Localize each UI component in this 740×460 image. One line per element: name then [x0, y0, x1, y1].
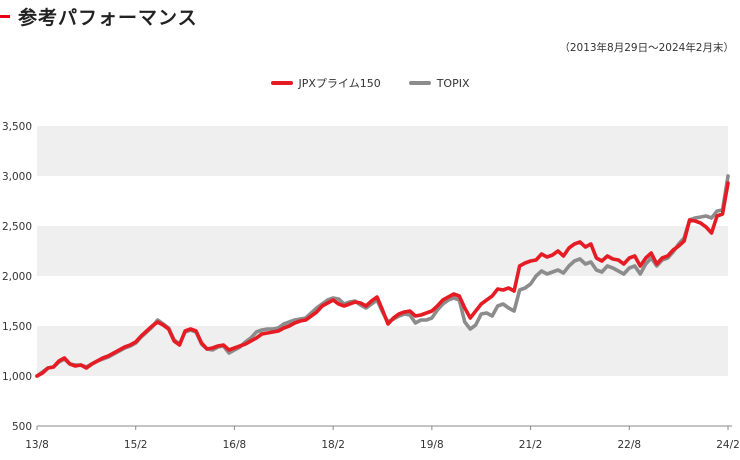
legend-label-topix: TOPIX	[436, 76, 470, 90]
y-tick-label: 1,500	[2, 321, 32, 333]
x-tick-label: 15/2	[124, 439, 148, 451]
y-tick-label: 2,500	[2, 221, 32, 233]
y-tick-label: 1,000	[2, 371, 32, 383]
x-tick-label: 16/8	[223, 439, 247, 451]
x-tick-label: 24/2	[716, 439, 740, 451]
grid-band	[37, 226, 728, 276]
y-tick-label: 3,000	[2, 171, 32, 183]
y-tick-label: 2,000	[2, 271, 32, 283]
grid-band	[37, 126, 728, 176]
legend-swatch-jpx	[270, 81, 293, 85]
grid-band	[37, 326, 728, 376]
y-tick-label: 500	[12, 421, 32, 433]
y-tick-label: 3,500	[2, 121, 32, 133]
x-tick-label: 13/8	[25, 439, 49, 451]
x-tick-label: 18/2	[321, 439, 345, 451]
period-note: （2013年8月29日～2024年2月末）	[559, 42, 734, 54]
legend-item-topix: TOPIX	[408, 76, 470, 90]
legend-swatch-topix	[408, 81, 431, 85]
page-title: 参考パフォーマンス	[18, 6, 198, 29]
chart-legend: JPXプライム150 TOPIX	[0, 73, 740, 93]
series-line-jpx-prime150	[35, 181, 730, 378]
x-tick-label: 22/8	[617, 439, 641, 451]
legend-label-jpx: JPXプライム150	[298, 77, 381, 90]
x-tick-label: 19/8	[420, 439, 444, 451]
title-row: 参考パフォーマンス	[0, 2, 198, 30]
legend-item-jpx: JPXプライム150	[270, 75, 381, 91]
x-tick-label: 21/2	[519, 439, 543, 451]
title-accent-mark	[0, 14, 10, 18]
